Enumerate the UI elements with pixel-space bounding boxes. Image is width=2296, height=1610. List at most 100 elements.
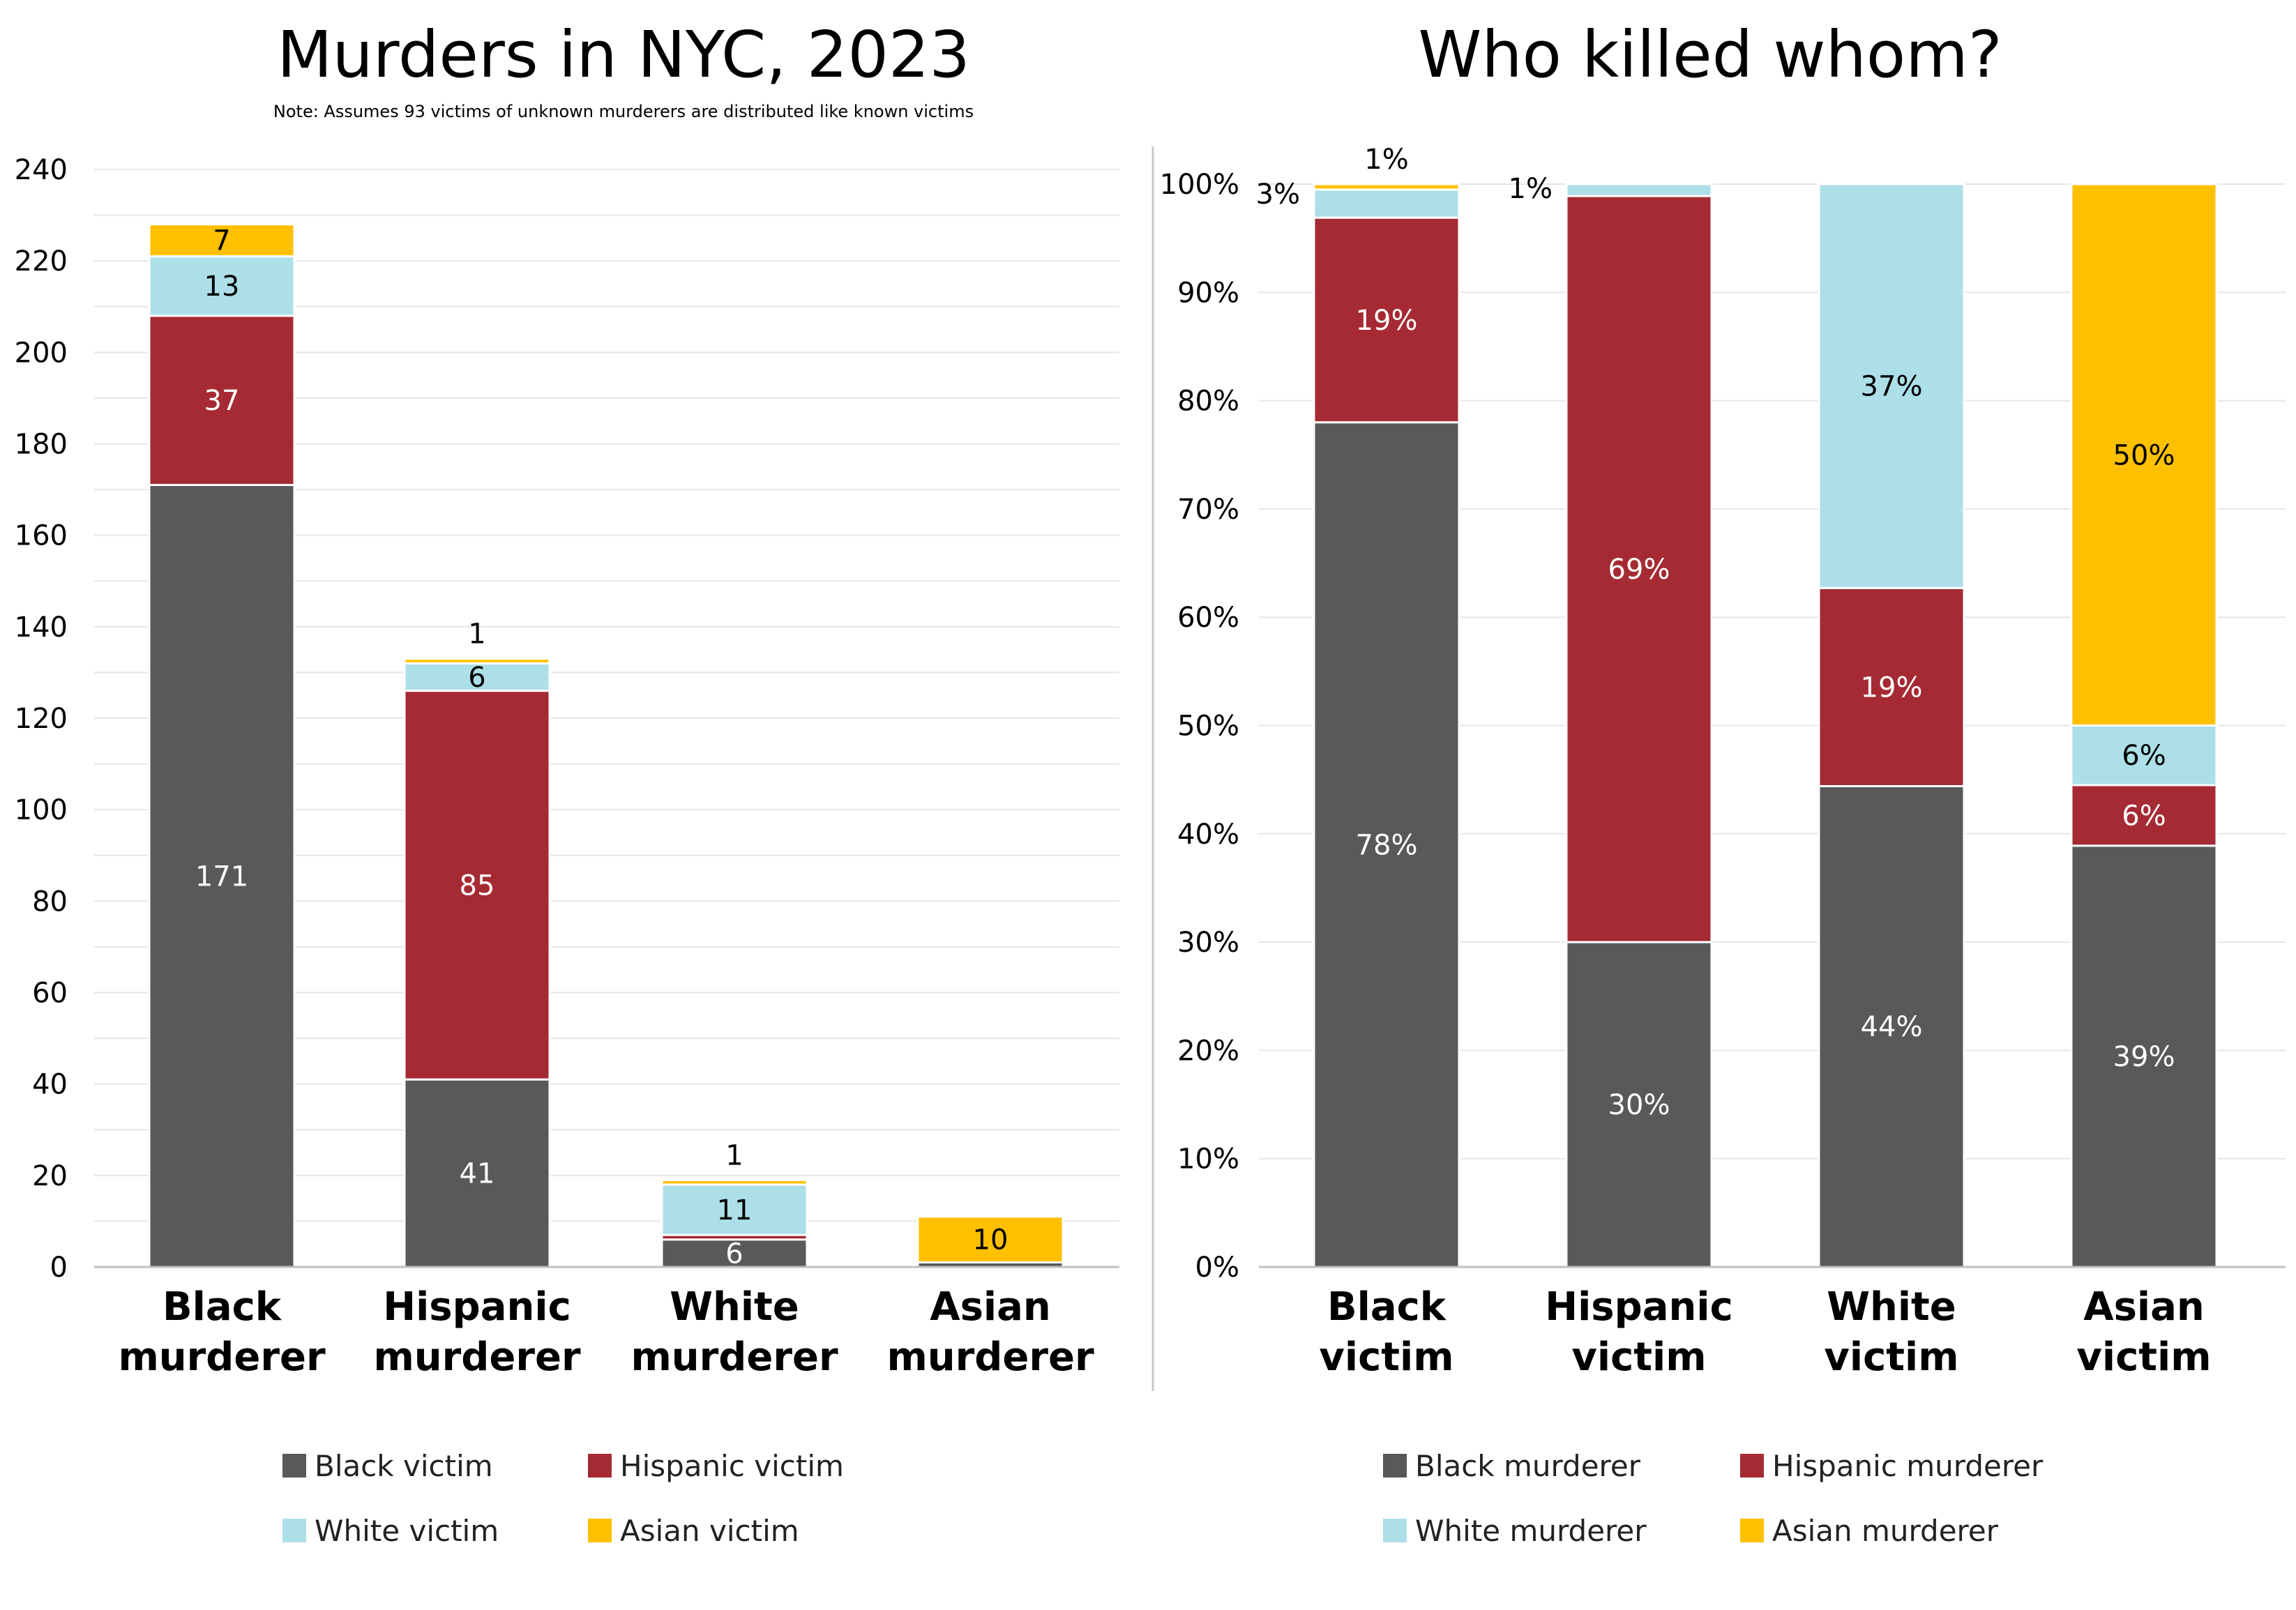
data-label: 41 (460, 1158, 495, 1190)
y-tick-label: 50% (1177, 711, 1239, 743)
bar-segment (660, 1178, 808, 1186)
y-tick-label: 240 (15, 154, 68, 186)
data-label: 1 (468, 618, 485, 651)
data-label: 3% (1256, 179, 1300, 211)
bar-segment (1313, 188, 1460, 219)
data-label: 11 (717, 1194, 753, 1227)
bar-segment (403, 690, 551, 1081)
data-label: 7 (213, 225, 230, 257)
x-category-label: Black (1327, 1284, 1447, 1330)
bar-segment (148, 314, 296, 487)
legend-label: White murderer (1415, 1514, 1647, 1548)
legend-item: Hispanic murderer (1740, 1449, 2044, 1483)
right-chart-title: Who killed whom? (1418, 17, 2002, 92)
left-chart-legend: Black victim Hispanic victim White victim A… (282, 1449, 844, 1548)
data-label: 39% (2113, 1041, 2175, 1073)
x-category-label: Asian (2083, 1284, 2205, 1330)
bar-segment (1565, 183, 1713, 197)
y-tick-label: 220 (15, 245, 68, 278)
y-tick-label: 0% (1195, 1252, 1239, 1284)
data-label: 37 (204, 385, 240, 417)
left-chart-title: Murders in NYC, 2023 (277, 17, 970, 92)
bar-segment (660, 1238, 808, 1268)
bar-segment (2070, 183, 2218, 727)
y-tick-label: 80 (32, 886, 68, 918)
legend-swatch (588, 1519, 612, 1542)
legend-swatch (282, 1454, 306, 1478)
legend-label: Hispanic victim (620, 1449, 844, 1483)
legend-swatch (588, 1454, 612, 1478)
y-tick-label: 40 (32, 1069, 68, 1101)
bar-segment (660, 1183, 808, 1236)
x-category-label: Hispanic (383, 1284, 571, 1330)
x-category-label: Black (163, 1284, 282, 1330)
data-label: 19% (1356, 305, 1418, 337)
y-tick-label: 100 (15, 794, 68, 826)
y-tick-label: 20% (1177, 1035, 1239, 1067)
x-category-label: murderer (118, 1335, 326, 1380)
y-tick-label: 60 (32, 978, 68, 1010)
bar-segment (1313, 216, 1460, 424)
legend-swatch (1740, 1454, 1764, 1478)
bar-segment (916, 1215, 1064, 1263)
bar-segment (1313, 183, 1460, 191)
data-label: 1 (725, 1139, 743, 1171)
bar-segment (1313, 421, 1460, 1268)
bar-segment (1818, 784, 1965, 1268)
legend-item: Black victim (282, 1449, 493, 1483)
bars: 78% 19% 3% 1% 30% 69% 1% 44% 19% 37% 39% 6% 6% 50% (1256, 144, 2218, 1268)
data-label: 44% (1861, 1011, 1923, 1043)
y-tick-label: 120 (15, 703, 68, 735)
y-tick-label: 140 (15, 612, 68, 644)
legend-label: Asian victim (620, 1514, 799, 1548)
y-tick-label: 90% (1177, 277, 1239, 309)
y-tick-label: 160 (15, 520, 68, 552)
y-tick-label: 40% (1177, 819, 1239, 851)
x-category-label: White (1827, 1284, 1956, 1330)
x-category-label: victim (1824, 1335, 1958, 1380)
x-category-label: victim (2076, 1335, 2211, 1380)
data-label: 6 (725, 1238, 743, 1270)
data-label: 6% (2122, 740, 2166, 772)
data-label: 85 (460, 869, 495, 902)
data-label: 6% (2122, 800, 2166, 832)
y-tick-label: 30% (1177, 927, 1239, 959)
bar-segment (2070, 784, 2218, 847)
x-category-label: Asian (930, 1284, 1051, 1330)
legend-swatch (1383, 1454, 1407, 1478)
legend-label: Hispanic murderer (1772, 1449, 2044, 1483)
data-label: 10 (973, 1224, 1009, 1256)
data-label: 1% (1509, 173, 1553, 205)
legend-swatch (282, 1519, 306, 1542)
x-category-label: victim (1571, 1335, 1706, 1380)
legend-item: White murderer (1383, 1514, 1647, 1548)
data-label: 171 (195, 860, 248, 893)
bar-segment (148, 223, 296, 258)
y-tick-label: 60% (1177, 602, 1239, 634)
bar-segment (403, 1078, 551, 1268)
y-tick-label: 10% (1177, 1144, 1239, 1176)
right-chart-plot: 0% 10% 20% 30% 40% 50% 60% 70% 80% 90% 100% 78% 19% 3… (1160, 144, 2286, 1380)
legend-item: Asian victim (588, 1514, 799, 1548)
data-label: 30% (1608, 1089, 1670, 1121)
data-label: 13 (204, 271, 240, 303)
legend-item: White victim (282, 1514, 499, 1548)
legend-item: Hispanic victim (588, 1449, 844, 1483)
bar-segment (1818, 183, 1965, 589)
bar-segment (403, 662, 551, 692)
legend-label: White victim (315, 1514, 499, 1548)
x-category-label: murderer (630, 1335, 838, 1380)
legend-swatch (1740, 1519, 1764, 1542)
y-tick-label: 20 (32, 1160, 68, 1192)
legend-swatch (1383, 1519, 1407, 1542)
x-category-label: murderer (886, 1335, 1094, 1380)
legend-label: Asian murderer (1772, 1514, 1999, 1548)
y-tick-label: 80% (1177, 386, 1239, 418)
data-label: 50% (2113, 439, 2175, 471)
bar-segment (148, 255, 296, 317)
x-category-label: victim (1319, 1335, 1453, 1380)
y-tick-label: 180 (15, 429, 68, 461)
y-tick-label: 100% (1160, 169, 1239, 201)
